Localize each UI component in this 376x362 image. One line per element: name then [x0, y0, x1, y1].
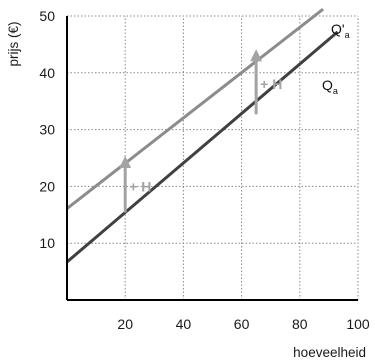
series-line — [66, 8, 325, 210]
shift-label: + H — [129, 179, 151, 195]
series-label: Q'a — [331, 21, 350, 40]
y-tick-label: 50 — [39, 8, 55, 24]
y-tick-label: 20 — [39, 178, 55, 194]
series-line — [66, 30, 339, 264]
series-lines — [66, 8, 339, 264]
y-tick-label: 30 — [39, 122, 55, 138]
x-tick-label: 80 — [292, 316, 308, 332]
x-axis-title: hoeveelheid — [293, 345, 366, 360]
shift-label: + H — [260, 76, 282, 92]
shift-annotations: + H + H — [119, 49, 282, 213]
x-tick-label: 20 — [117, 316, 133, 332]
y-tick-label: 10 — [39, 235, 55, 251]
x-tick-label: 100 — [346, 316, 370, 332]
axes — [66, 16, 358, 301]
tick-labels: 20 40 60 80 100 10 20 30 40 50 — [39, 8, 369, 332]
y-tick-label: 40 — [39, 65, 55, 81]
x-tick-label: 60 — [234, 316, 250, 332]
series-labels: Qa Q'a — [322, 21, 350, 96]
x-tick-label: 40 — [176, 316, 192, 332]
y-axis-title: prijs (€) — [6, 21, 21, 66]
series-label: Qa — [322, 77, 338, 96]
grid — [67, 15, 359, 300]
